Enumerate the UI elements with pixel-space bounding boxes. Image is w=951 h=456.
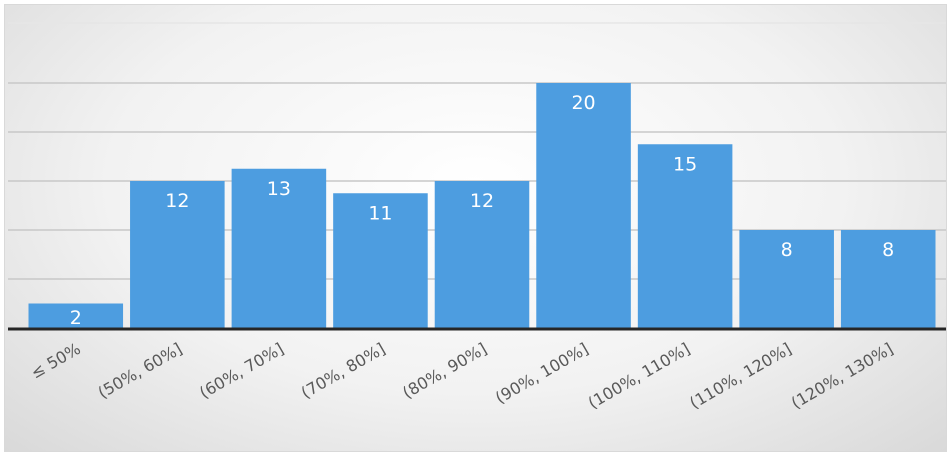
data-label-3: 11 (368, 202, 392, 224)
x-tick-label-0: ≤ 50% (27, 339, 83, 382)
bar-3 (333, 193, 428, 328)
bars (28, 83, 936, 328)
data-label-8: 8 (882, 239, 894, 261)
x-tick-label-6: (100%, 110%] (585, 339, 693, 413)
x-tick-label-1: (50%, 60%] (95, 339, 186, 402)
bar-4 (434, 181, 530, 328)
x-tick-label-7: (110%, 120%] (686, 339, 794, 413)
bar-0 (28, 303, 124, 328)
bar-7 (739, 230, 834, 328)
x-tick-label-8: (120%, 130%] (788, 339, 896, 413)
data-label-2: 13 (267, 178, 291, 200)
bar-2 (231, 168, 327, 328)
bar-5 (536, 83, 631, 328)
data-label-0: 2 (70, 307, 82, 329)
data-label-1: 12 (165, 190, 189, 212)
x-tick-label-5: (90%, 100%] (492, 339, 592, 407)
bar-6 (637, 144, 733, 328)
data-labels: 2 12 13 11 12 20 15 8 8 (70, 92, 895, 329)
x-tick-label-2: (60%, 70%] (196, 339, 287, 402)
bar-8 (840, 230, 936, 328)
bar-1 (130, 181, 225, 328)
data-label-6: 15 (673, 153, 697, 175)
x-tick-labels: ≤ 50% (50%, 60%] (60%, 70%] (70%, 80%] (80%,… (27, 339, 896, 413)
x-tick-label-3: (70%, 80%] (298, 339, 389, 402)
data-label-5: 20 (571, 92, 595, 114)
x-tick-label-4: (80%, 90%] (399, 339, 490, 402)
data-label-7: 8 (781, 239, 793, 261)
data-label-4: 12 (470, 190, 494, 212)
